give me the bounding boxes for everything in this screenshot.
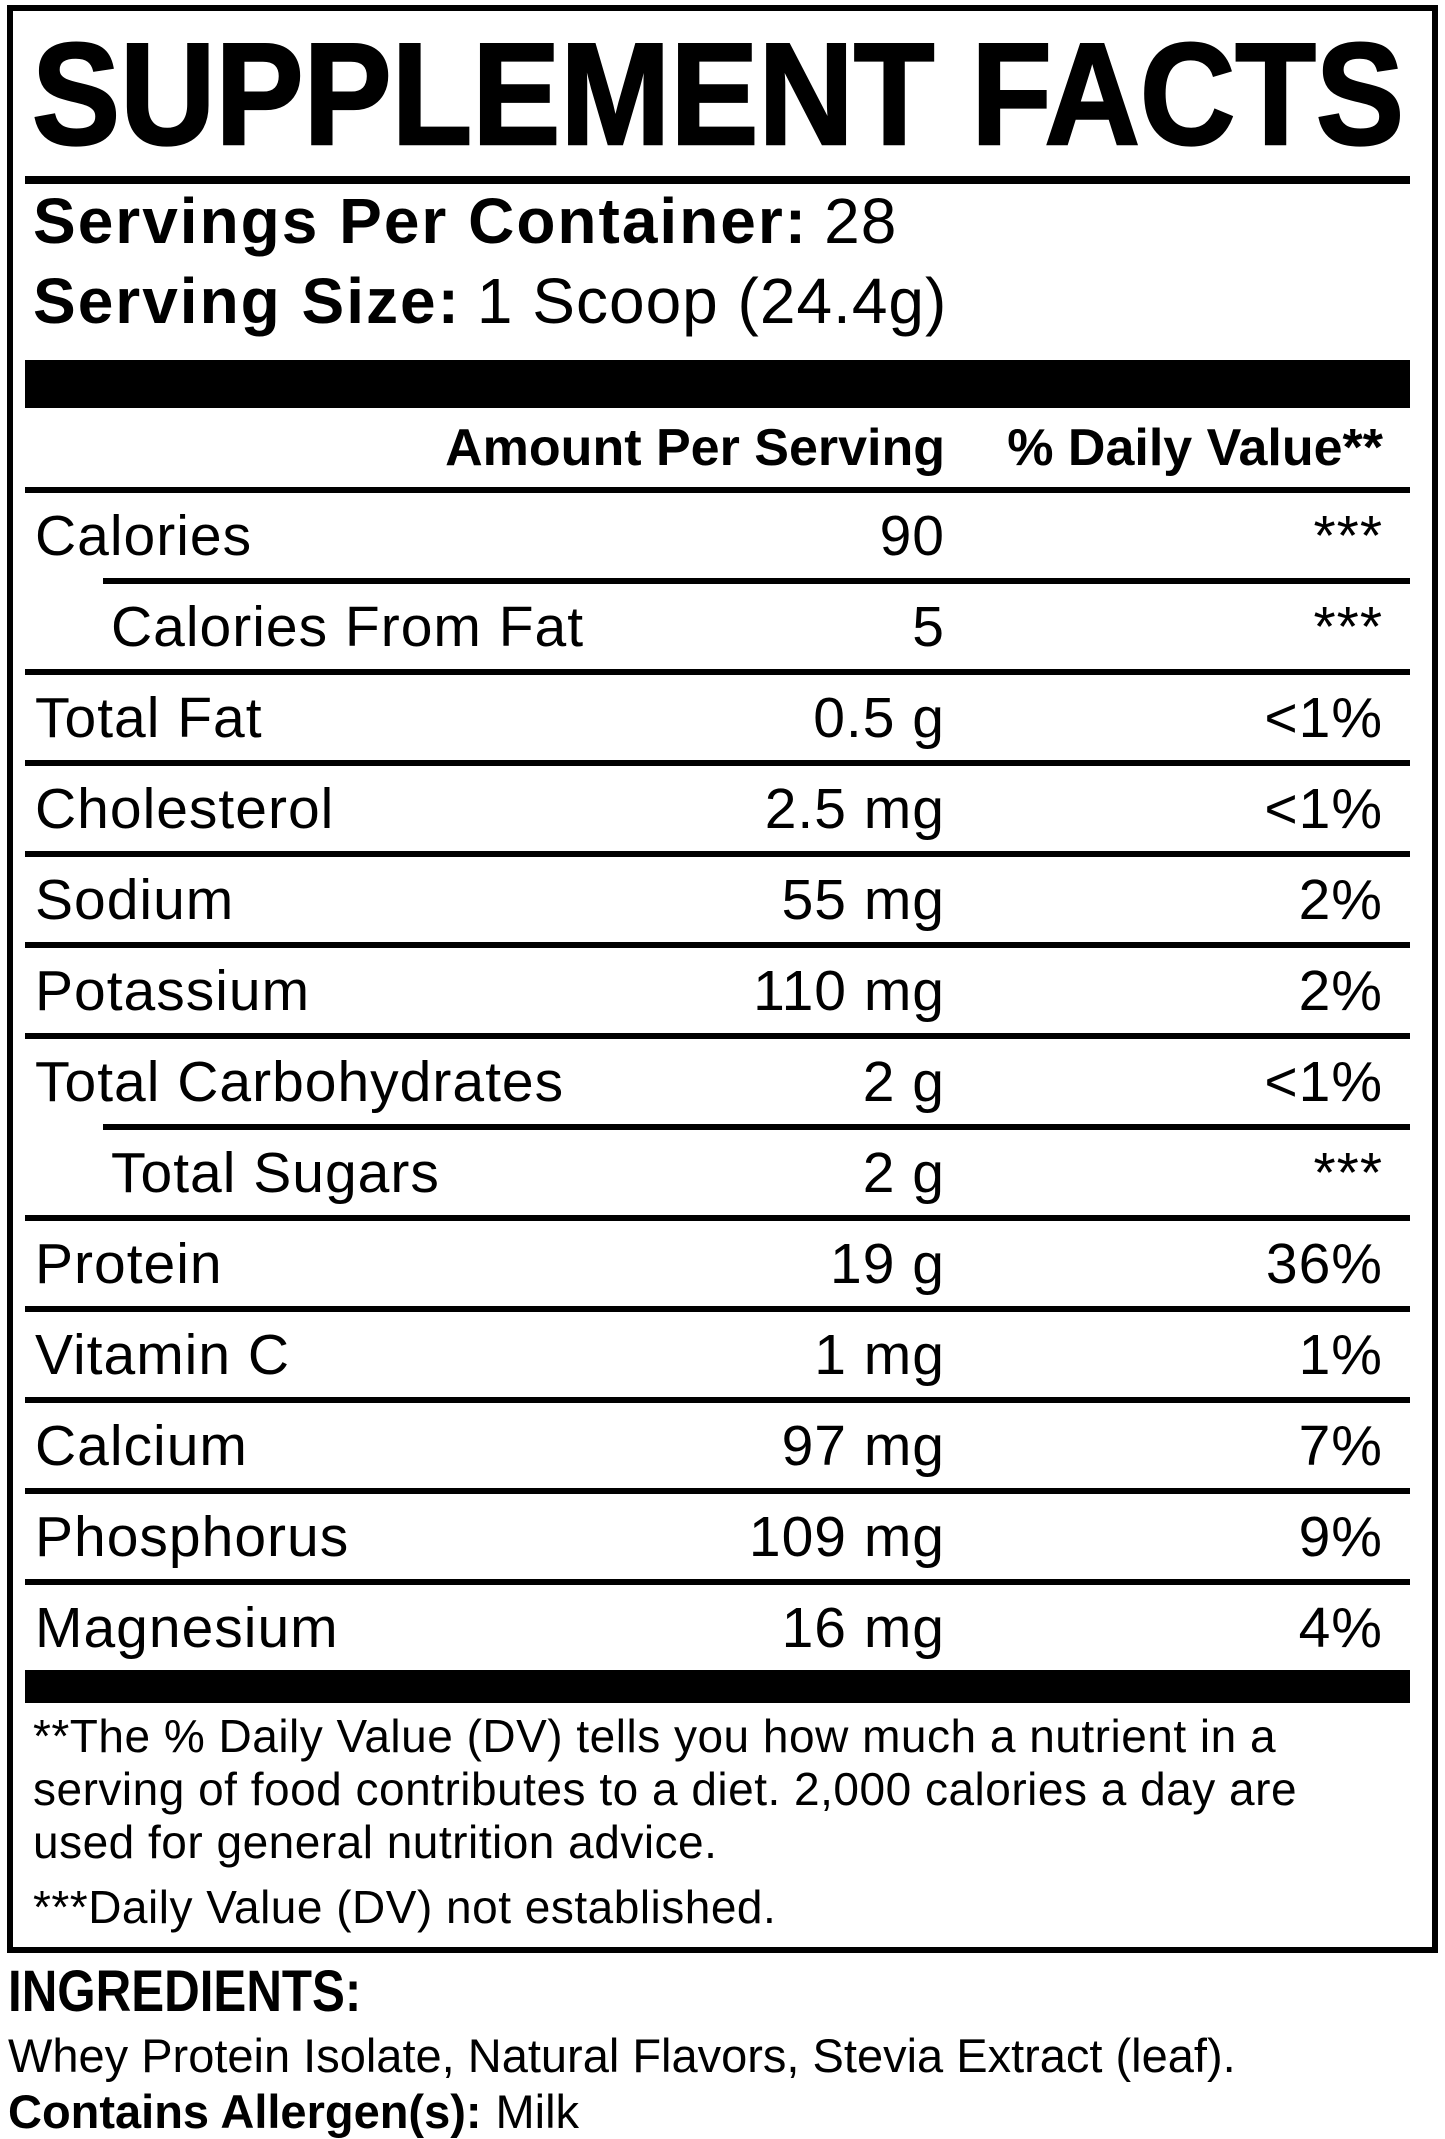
servings-per-container-value: 28 [824,185,898,257]
row-rule [25,1488,1410,1494]
dv-footnote-line: used for general nutrition advice. [33,1816,718,1868]
row-label: Phosphorus [35,1504,350,1569]
row-amount: 97 mg [781,1413,945,1478]
row-daily-value: 9% [1298,1504,1383,1569]
row-label: Calcium [35,1413,248,1478]
row-daily-value: 4% [1298,1595,1383,1660]
row-label: Cholesterol [35,776,335,841]
row-daily-value: *** [1313,503,1383,568]
title-underline [25,176,1410,184]
row-label: Total Fat [35,685,263,750]
allergen-row: Contains Allergen(s): Milk [8,2086,579,2138]
row-rule [25,1033,1410,1039]
row-amount: 55 mg [781,867,945,932]
serving-size-row: Serving Size: 1 Scoop (24.4g) [33,261,947,341]
row-rule [25,1215,1410,1221]
row-amount: 110 mg [753,958,945,1023]
amount-per-serving-header: Amount Per Serving [445,418,945,477]
row-label: Sodium [35,867,235,932]
ingredients-heading: INGREDIENTS: [8,1959,362,2024]
table-row-protein: Protein 19 g 36% [25,1221,1410,1306]
row-amount: 1 mg [814,1322,945,1387]
row-label: Calories [35,503,253,568]
row-rule [103,1124,1410,1130]
row-amount: 2.5 mg [764,776,945,841]
allergen-label: Contains Allergen(s): [8,2085,482,2138]
row-label: Magnesium [35,1595,339,1660]
row-daily-value: 2% [1298,958,1383,1023]
dv-footnote-line: **The % Daily Value (DV) tells you how m… [33,1710,1277,1762]
row-rule [25,760,1410,766]
table-row-calories: Calories 90 *** [25,493,1410,578]
panel-title-text: SUPPLEMENT FACTS [32,35,1404,170]
row-rule [25,851,1410,857]
row-label: Vitamin C [35,1322,291,1387]
row-amount: 90 [879,503,945,568]
table-row-vitamin-c: Vitamin C 1 mg 1% [25,1312,1410,1397]
table-row-total-carbohydrates: Total Carbohydrates 2 g <1% [25,1039,1410,1124]
serving-size-value: 1 Scoop (24.4g) [476,265,948,337]
panel-title: SUPPLEMENT FACTS [31,35,1406,170]
row-amount: 19 g [830,1231,945,1296]
table-row-total-fat: Total Fat 0.5 g <1% [25,675,1410,760]
allergen-value: Milk [495,2085,580,2138]
row-daily-value: <1% [1264,685,1383,750]
row-daily-value: 36% [1265,1231,1383,1296]
table-row-calcium: Calcium 97 mg 7% [25,1403,1410,1488]
dv-not-established-note: ***Daily Value (DV) not established. [33,1881,777,1933]
row-amount: 2 g [862,1140,945,1205]
footnotes: **The % Daily Value (DV) tells you how m… [33,1710,1297,1934]
row-daily-value: 2% [1298,867,1383,932]
footer-bar [25,1670,1410,1703]
row-daily-value: *** [1313,1140,1383,1205]
daily-value-header: % Daily Value** [1007,418,1383,477]
row-label: Total Sugars [111,1140,440,1205]
facts-table: Amount Per Serving % Daily Value** Calor… [25,408,1410,1670]
table-row-phosphorus: Phosphorus 109 mg 9% [25,1494,1410,1579]
row-amount: 109 mg [748,1504,945,1569]
supplement-facts-panel: SUPPLEMENT FACTS Servings Per Container:… [7,5,1438,1953]
row-rule [25,1397,1410,1403]
row-daily-value: 7% [1298,1413,1383,1478]
dv-footnote-line: serving of food contributes to a diet. 2… [33,1763,1298,1815]
table-row-sodium: Sodium 55 mg 2% [25,857,1410,942]
row-amount: 0.5 g [813,685,945,750]
row-daily-value: <1% [1264,1049,1383,1114]
header-rule [25,487,1410,493]
row-label: Total Carbohydrates [35,1049,565,1114]
row-rule [103,578,1410,584]
row-label: Calories From Fat [111,594,585,659]
table-header-row: Amount Per Serving % Daily Value** [25,408,1410,487]
serving-info: Servings Per Container: 28 Serving Size: 1… [33,181,947,341]
table-row-cholesterol: Cholesterol 2.5 mg <1% [25,766,1410,851]
serving-size-label: Serving Size: [33,265,461,337]
row-amount: 5 [912,594,945,659]
table-row-magnesium: Magnesium 16 mg 4% [25,1585,1410,1670]
row-amount: 2 g [862,1049,945,1114]
servings-per-container-label: Servings Per Container: [33,185,809,257]
row-rule [25,1579,1410,1585]
table-row-total-sugars: Total Sugars 2 g *** [25,1130,1410,1215]
header-bar [25,360,1410,408]
row-rule [25,942,1410,948]
row-rule [25,1306,1410,1312]
row-daily-value: 1% [1298,1322,1383,1387]
row-label: Potassium [35,958,311,1023]
ingredients-list: Whey Protein Isolate, Natural Flavors, S… [8,2029,1236,2082]
table-row-potassium: Potassium 110 mg 2% [25,948,1410,1033]
table-row-calories-from-fat: Calories From Fat 5 *** [25,584,1410,669]
row-amount: 16 mg [781,1595,945,1660]
row-daily-value: *** [1313,594,1383,659]
row-label: Protein [35,1231,223,1296]
servings-per-container-row: Servings Per Container: 28 [33,181,947,261]
row-daily-value: <1% [1264,776,1383,841]
ingredients-section: INGREDIENTS: [8,1962,424,2022]
row-rule [25,669,1410,675]
